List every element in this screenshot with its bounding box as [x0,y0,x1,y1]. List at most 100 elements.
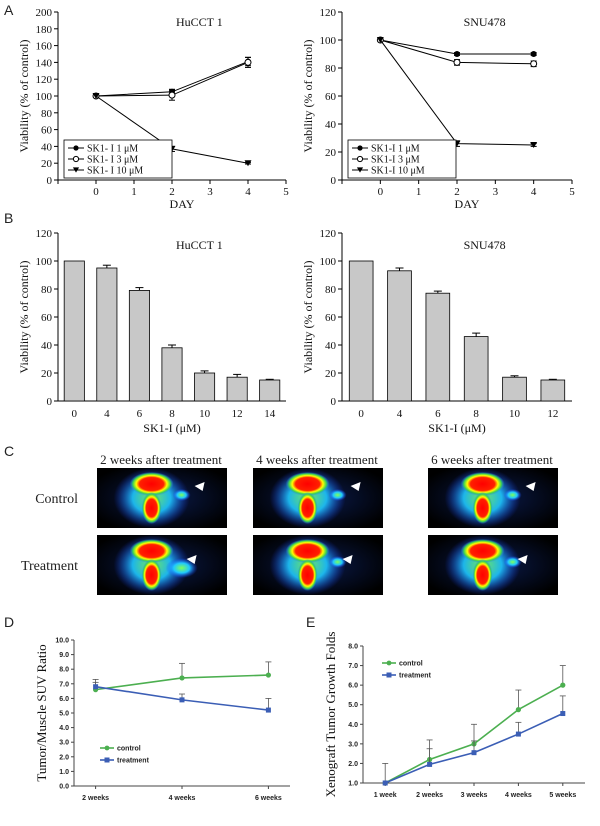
y-tick-label: 80 [325,63,337,75]
pet-tumor-signal [503,489,522,501]
bar [463,336,489,402]
chart-A-left: 0 20 40 60 80 100 120 140 160 180 200 0 1 2 3 4 5 DAY Viab… [17,7,289,211]
chart-title: HuCCT 1 [176,15,223,29]
legend-label: SK1-I 10 μM [371,166,425,177]
x-tick-label: 2 [169,186,175,198]
y-tick-label: 10.0 [55,638,69,645]
marker-triangle-down [356,167,364,173]
pet-hotspot-upper [460,472,505,496]
y-tick-label: 180 [36,24,53,36]
marker-square [265,707,271,713]
bar [161,347,183,402]
x-tick-label: 1 week [374,792,397,799]
marker-filled-circle [530,51,537,57]
marker-square [427,761,433,767]
pet-tumor-signal [328,489,347,501]
pet-tumor-signal [172,489,191,501]
tumor-arrow-icon [525,482,536,491]
marker-triangle-down [244,160,252,167]
y-tick-label: 8.0 [348,644,358,651]
y-tick-label: 8.0 [59,667,69,674]
x-tick-label: 6 weeks [255,795,282,802]
legend-marker [386,660,392,666]
pet-hotspot-spine [141,559,162,591]
pet-hotspot-spine [297,492,318,524]
y-tick-label: 80 [325,284,337,296]
y-tick-label: 1.0 [59,769,69,776]
pet-hotspot-upper [129,472,174,496]
y-tick-label: 0.0 [59,784,69,791]
x-tick-label: 2 weeks [82,795,109,802]
x-tick-label: 2 [454,186,460,198]
x-tick-label: 12 [232,408,243,420]
y-tick-label: 40 [325,119,337,131]
bar [540,379,566,402]
marker-triangle-down [376,37,384,43]
marker-circle [560,682,566,688]
legend-box [347,139,457,179]
tumor-arrow-icon [517,555,528,564]
tumor-arrow-icon [186,555,197,564]
x-tick-label: 3 [493,186,499,198]
bar [259,379,281,402]
y-tick-label: 200 [36,7,53,19]
legend-label: SK1- I 10 μM [87,166,143,177]
pet-hotspot-upper [129,539,174,563]
pet-hotspot-upper [285,472,330,496]
y-tick-label: 160 [36,41,53,53]
pet-hotspot-upper [460,539,505,563]
marker-open-circle [453,58,461,66]
legend-marker [386,672,392,678]
x-tick-label: 10 [509,408,521,420]
y-tick-label: 120 [36,228,53,240]
x-tick-label: 4 weeks [169,795,196,802]
marker-filled-circle [73,145,79,151]
pet-row-label: Control [35,492,78,507]
y-tick-label: 3.0 [348,741,358,748]
pet-scan-image [428,468,558,528]
marker-circle [265,672,271,678]
x-tick-label: 8 [473,408,479,420]
y-tick-label: 80 [41,284,53,296]
tumor-arrow-icon [350,482,361,491]
pet-tumor-signal [165,558,198,578]
bar [387,270,412,402]
x-tick-label: 3 weeks [461,792,488,799]
tumor-arrow-icon [342,555,353,564]
chart-B-left: 0 20 40 60 80 100 120 0 4 6 8 10 12 14 SK1-I (μM) Viabi… [17,228,286,435]
pet-hotspot-spine [472,492,493,524]
x-tick-label: 0 [378,186,384,198]
y-tick-label: 80 [41,108,53,120]
bar [425,292,451,402]
legend-label: control [117,746,141,753]
pet-tumor-signal [328,556,347,568]
x-tick-label: 4 [245,186,251,198]
x-tick-label: 6 [137,408,143,420]
marker-square [515,731,521,737]
pet-hotspot-spine [141,492,162,524]
x-tick-label: 8 [169,408,175,420]
y-tick-label: 5.0 [348,702,358,709]
x-tick-label: 4 [104,408,110,420]
y-tick-label: 60 [41,125,53,137]
x-tick-label: 4 [397,408,403,420]
panel-letter-e: E [306,614,316,630]
pet-row-label: Treatment [21,559,78,574]
marker-square [560,711,566,717]
x-axis-title: SK1-I (μM) [143,421,200,435]
y-tick-label: 120 [36,74,53,86]
pet-column-header: 4 weeks after treatment [256,452,378,467]
y-tick-label: 2.0 [348,761,358,768]
bar [194,372,216,402]
x-tick-label: 3 [207,186,213,198]
legend-label: control [399,661,423,668]
y-tick-label: 100 [36,256,53,268]
y-tick-label: 120 [320,7,337,19]
marker-square [382,780,388,786]
panel-letter-a: A [4,2,14,18]
marker-square [179,697,185,703]
y-tick-label: 40 [41,340,53,352]
chart-title: HuCCT 1 [176,238,223,252]
x-tick-label: 5 [283,186,289,198]
